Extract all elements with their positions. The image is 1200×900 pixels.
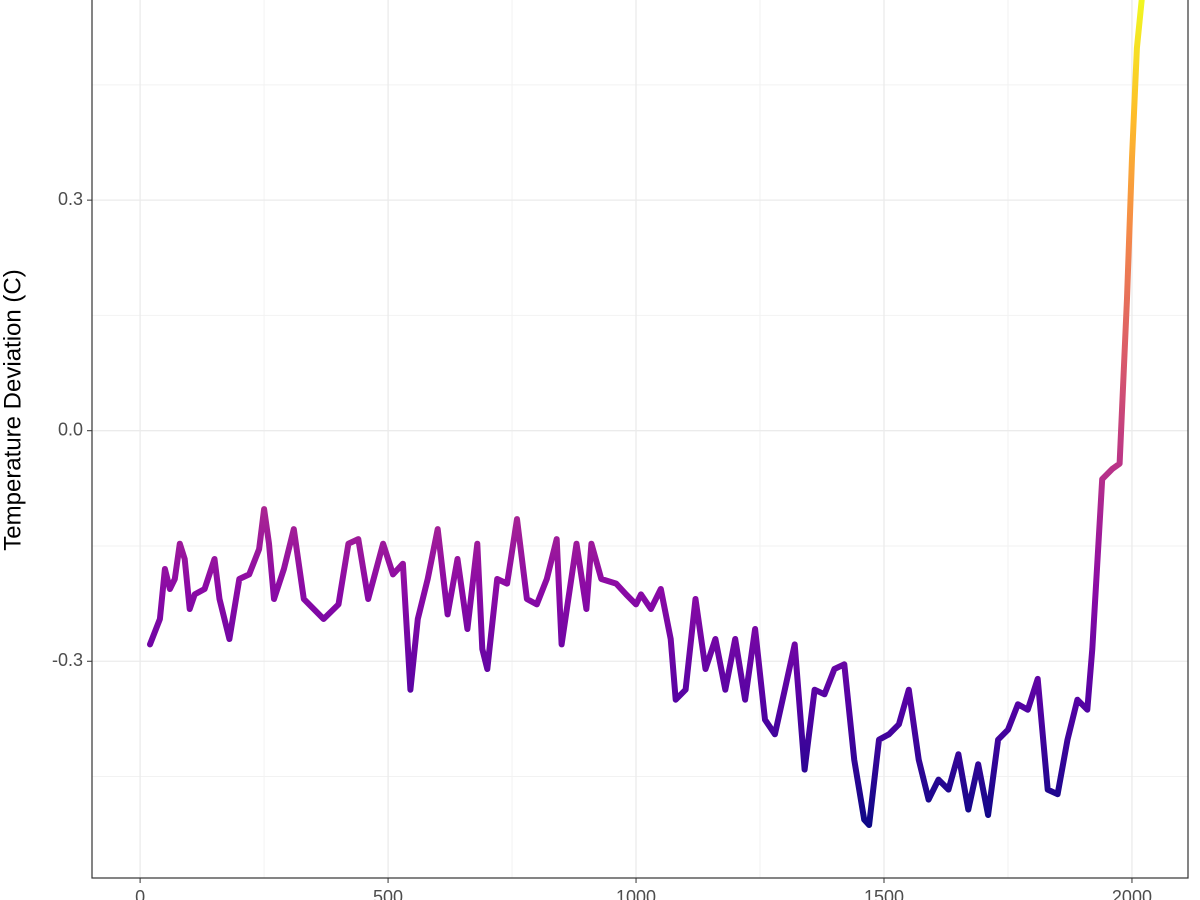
x-tick-label: 1500 [864,887,904,900]
plot-area [147,0,1145,828]
y-tick-label: 0.3 [58,189,83,209]
panel [92,0,1188,878]
y-tick-label: 0.0 [58,419,83,439]
panel-border [91,0,1189,879]
data-line [147,0,1145,828]
x-tick-label: 2000 [1112,887,1152,900]
y-axis-title: Temperature Deviation (C) [0,269,26,550]
x-tick-label: 1000 [616,887,656,900]
grid [92,0,1188,878]
x-tick-label: 500 [373,887,403,900]
x-tick-label: 0 [135,887,145,900]
y-tick-label: -0.3 [52,650,83,670]
